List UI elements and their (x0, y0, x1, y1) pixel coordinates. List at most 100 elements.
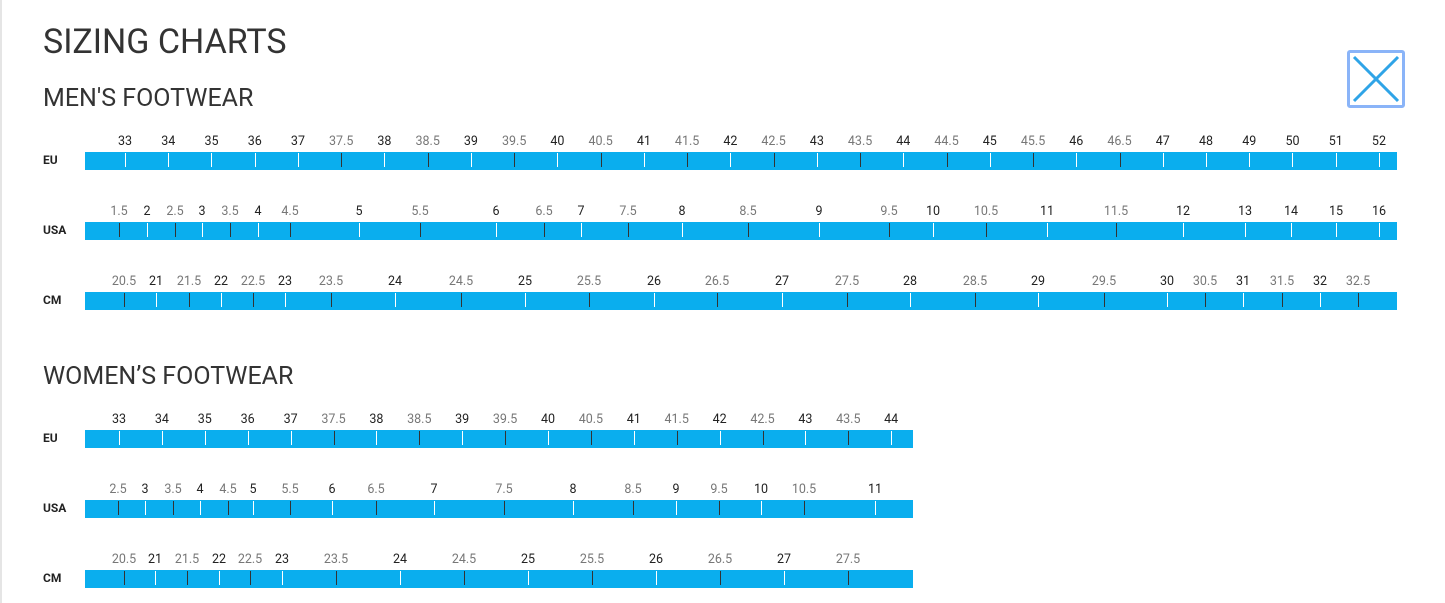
size-label: 31.5 (1269, 274, 1295, 289)
size-label: 14 (1283, 204, 1299, 219)
size-label: 34 (161, 134, 176, 149)
size-label: 36 (247, 134, 262, 149)
size-label: 32.5 (1345, 274, 1371, 289)
tick-mark (528, 571, 529, 585)
size-label: 27 (776, 552, 792, 567)
size-label: 23 (274, 552, 290, 567)
size-label: 39.5 (501, 134, 527, 149)
tick-mark (336, 571, 337, 585)
size-label: 8 (678, 204, 686, 219)
tick-mark (290, 431, 292, 445)
size-label: 48 (1198, 134, 1214, 149)
tick-mark (119, 431, 120, 445)
size-label: 37.5 (329, 134, 354, 149)
tick-mark (1076, 153, 1078, 167)
tick-mark (848, 571, 849, 585)
tick-mark (1243, 293, 1244, 307)
size-label: 41.5 (674, 134, 700, 149)
tick-mark (889, 223, 890, 237)
tick-mark (145, 501, 146, 515)
tick-mark (253, 293, 254, 307)
tick-mark (590, 431, 592, 445)
size-label: 46.5 (1107, 134, 1132, 149)
tick-mark (875, 501, 876, 515)
tick-mark (187, 571, 188, 585)
tick-mark (1183, 223, 1184, 237)
tick-mark (633, 501, 634, 515)
size-label: 7 (430, 482, 438, 497)
tick-mark (461, 293, 462, 307)
size-label: 44.5 (934, 134, 959, 149)
size-label: 7 (577, 204, 585, 219)
tick-mark (175, 223, 176, 237)
tick-mark (161, 431, 163, 445)
tick-mark (341, 153, 343, 167)
tick-mark (125, 153, 126, 167)
tick-mark (168, 153, 170, 167)
size-label: 46 (1069, 134, 1084, 149)
tick-mark (1038, 293, 1039, 307)
row-label: USA (43, 223, 67, 237)
tick-mark (200, 501, 201, 515)
size-label: 28.5 (962, 274, 988, 289)
size-label: 39.5 (492, 412, 518, 427)
tick-mark (1335, 153, 1337, 167)
size-label: 7.5 (619, 204, 637, 219)
tick-mark (946, 153, 948, 167)
tick-mark (384, 153, 386, 167)
size-label: 22.5 (237, 552, 263, 567)
tick-mark (119, 223, 120, 237)
tick-mark (748, 223, 749, 237)
size-label: 6.5 (535, 204, 553, 219)
tick-mark (548, 431, 549, 445)
tick-mark (860, 153, 862, 167)
size-label: 25 (520, 552, 536, 567)
tick-mark (816, 153, 818, 167)
tick-mark (250, 571, 251, 585)
size-bar (85, 570, 913, 588)
section-heading: WOMEN’S FOOTWEAR (43, 362, 294, 391)
tick-mark (147, 223, 148, 237)
tick-mark (211, 153, 213, 167)
size-label: 20.5 (111, 274, 137, 289)
tick-mark (819, 223, 820, 237)
size-label: 38.5 (407, 412, 432, 427)
tick-mark (676, 501, 677, 515)
tick-mark (910, 293, 911, 307)
size-label: 24 (387, 274, 403, 289)
edge (0, 0, 2, 603)
tick-mark (173, 501, 174, 515)
tick-mark (400, 571, 401, 585)
tick-mark (419, 431, 421, 445)
size-label: 9 (672, 482, 680, 497)
close-button[interactable] (1347, 50, 1405, 108)
row-label: USA (43, 501, 67, 515)
size-label: 22 (213, 274, 229, 289)
size-label: 11 (1039, 204, 1055, 219)
size-label: 2.5 (166, 204, 184, 219)
size-bar (85, 152, 1397, 170)
tick-mark (682, 223, 683, 237)
size-label: 9 (815, 204, 823, 219)
size-label: 43 (798, 412, 813, 427)
size-label: 3 (198, 204, 206, 219)
size-label: 45 (982, 134, 997, 149)
tick-mark (462, 431, 464, 445)
size-label: 36 (240, 412, 255, 427)
tick-mark (1291, 223, 1292, 237)
close-icon (1352, 55, 1400, 103)
tick-mark (989, 153, 991, 167)
size-label: 6.5 (367, 482, 385, 497)
size-label: 5.5 (411, 204, 429, 219)
size-label: 22.5 (240, 274, 266, 289)
size-bar (85, 500, 913, 518)
size-label: 42 (723, 134, 738, 149)
tick-mark (581, 223, 582, 237)
size-label: 8.5 (739, 204, 757, 219)
size-label: 35 (204, 134, 219, 149)
size-label: 26 (646, 274, 662, 289)
size-label: 3.5 (164, 482, 182, 497)
size-label: 4.5 (219, 482, 237, 497)
size-label: 21 (148, 274, 164, 289)
size-label: 21.5 (174, 552, 200, 567)
